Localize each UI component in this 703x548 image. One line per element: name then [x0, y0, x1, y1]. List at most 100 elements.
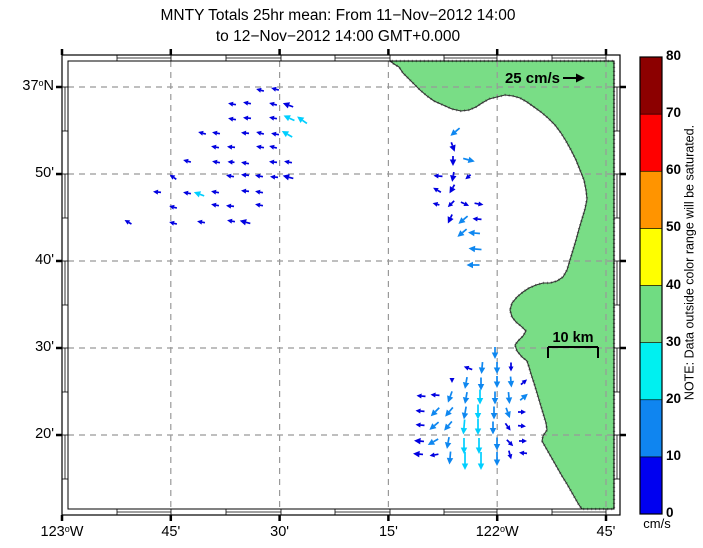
current-arrow-shaft	[468, 367, 473, 371]
current-arrow-head	[256, 130, 262, 136]
current-arrow	[169, 220, 178, 226]
current-arrow-head	[429, 423, 437, 430]
current-arrow	[477, 452, 485, 470]
current-arrow	[507, 376, 515, 388]
tick-label-part: 123	[40, 524, 65, 540]
current-arrow-shaft	[519, 397, 524, 401]
current-arrow-head	[271, 131, 277, 137]
current-arrow	[478, 361, 486, 374]
current-arrow-head	[449, 159, 457, 166]
current-arrow	[476, 389, 484, 405]
current-arrow-head	[430, 409, 438, 417]
current-arrow	[228, 116, 237, 122]
tick-label-part: N	[43, 78, 54, 94]
current-arrow	[468, 245, 482, 253]
current-arrow	[457, 228, 468, 237]
current-arrow-head	[124, 220, 131, 225]
current-arrow-head	[430, 392, 436, 398]
current-arrow-head	[449, 378, 455, 383]
current-arrow	[433, 173, 443, 179]
current-arrow	[474, 201, 484, 207]
current-arrow	[414, 437, 425, 445]
current-arrow-head	[450, 129, 458, 136]
current-arrow	[493, 452, 501, 466]
current-arrow-head	[475, 447, 483, 454]
current-arrow	[241, 188, 250, 194]
current-arrow-head	[243, 115, 249, 121]
current-arrow-head	[416, 393, 422, 399]
current-arrow-head	[447, 201, 454, 208]
current-arrow-shaft	[201, 221, 206, 224]
current-arrow-head	[444, 441, 452, 449]
current-arrow-shaft	[462, 157, 469, 161]
current-arrow	[491, 347, 499, 359]
current-arrow	[449, 142, 456, 152]
current-arrow-head	[169, 204, 175, 210]
current-arrow-head	[447, 395, 454, 403]
current-arrow-head	[504, 410, 511, 419]
current-arrow-head	[241, 130, 247, 136]
current-arrow-shaft	[433, 421, 440, 427]
current-arrow	[297, 116, 308, 125]
current-arrow-head	[461, 412, 469, 420]
colorbar-band	[639, 399, 663, 458]
current-arrow	[282, 102, 294, 109]
current-arrow	[505, 391, 513, 404]
current-arrow-head	[282, 102, 291, 109]
frame-outer	[61, 54, 621, 516]
current-arrow-shaft	[187, 192, 192, 195]
colorbar-band	[639, 285, 663, 343]
y-tick-label-4: 20'	[35, 426, 54, 443]
current-arrow-head	[183, 158, 189, 164]
current-arrow-head	[228, 101, 234, 107]
current-arrow	[284, 159, 293, 165]
current-arrow	[462, 376, 470, 389]
current-arrow	[508, 362, 514, 372]
current-arrow	[269, 101, 278, 107]
colorbar-tick-label-0: 0	[666, 505, 674, 520]
current-arrow-head	[493, 381, 501, 388]
current-arrow-head	[468, 245, 476, 253]
x-tick-label-4: 122oW	[465, 524, 529, 540]
current-arrow	[255, 173, 264, 179]
current-arrow-head	[462, 381, 470, 389]
current-arrow	[427, 438, 439, 445]
current-arrow	[169, 174, 177, 180]
scalebar-label: 10 km	[552, 330, 594, 346]
colorbar-band	[639, 170, 663, 229]
current-arrow-shaft	[260, 146, 265, 149]
current-arrow-shaft	[216, 132, 221, 135]
current-arrow	[447, 200, 455, 208]
current-arrow	[198, 130, 207, 136]
current-arrow-head	[478, 367, 486, 374]
current-arrow-shaft	[448, 406, 454, 413]
current-arrow-shaft	[216, 161, 221, 164]
current-arrow	[506, 439, 514, 447]
y-tick-label-1: 50'	[35, 165, 54, 182]
current-arrow-head	[255, 173, 261, 179]
current-arrow-head	[193, 191, 202, 198]
current-arrow-head	[169, 220, 175, 226]
current-arrow	[153, 189, 162, 195]
current-arrow	[212, 130, 221, 136]
current-arrow-shaft	[301, 119, 308, 125]
current-arrow-head	[153, 189, 159, 195]
current-arrow	[449, 378, 455, 383]
current-arrow-shaft	[450, 142, 454, 146]
colorbar-tick-label-80: 80	[666, 48, 682, 63]
current-arrow	[270, 174, 279, 180]
current-arrow	[462, 391, 470, 404]
current-arrow	[468, 229, 481, 237]
current-arrow	[450, 127, 461, 136]
current-arrow-head	[491, 352, 499, 359]
current-arrow-shaft	[461, 228, 468, 234]
current-arrow-shaft	[273, 103, 278, 106]
current-arrow-head	[239, 219, 247, 226]
colorbar-tick-label-10: 10	[666, 447, 682, 463]
current-arrow-head	[457, 230, 465, 237]
current-arrow-shaft	[215, 191, 220, 194]
current-arrow-shaft	[452, 171, 455, 176]
current-arrow-shaft	[460, 201, 465, 205]
